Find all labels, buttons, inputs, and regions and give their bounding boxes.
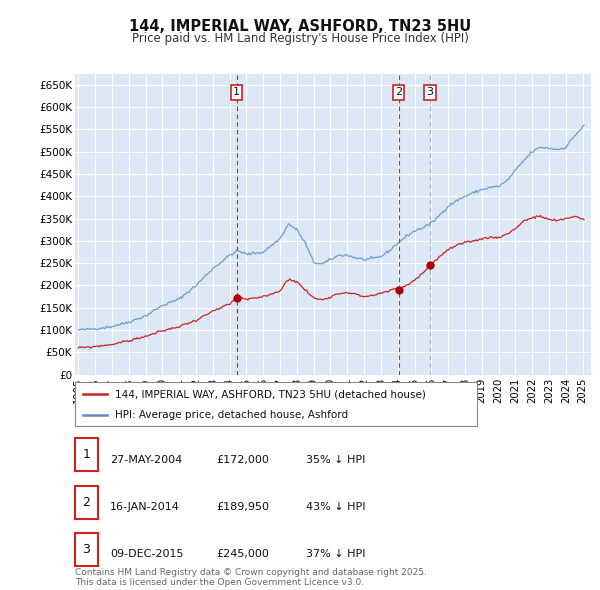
Text: 16-JAN-2014: 16-JAN-2014 [110, 502, 179, 512]
Text: 43% ↓ HPI: 43% ↓ HPI [306, 502, 365, 512]
Text: HPI: Average price, detached house, Ashford: HPI: Average price, detached house, Ashf… [115, 410, 349, 420]
Text: 2: 2 [395, 87, 402, 97]
Text: 09-DEC-2015: 09-DEC-2015 [110, 549, 184, 559]
Text: 37% ↓ HPI: 37% ↓ HPI [306, 549, 365, 559]
Text: 1: 1 [233, 87, 240, 97]
Text: 144, IMPERIAL WAY, ASHFORD, TN23 5HU (detached house): 144, IMPERIAL WAY, ASHFORD, TN23 5HU (de… [115, 389, 426, 399]
Text: 3: 3 [427, 87, 433, 97]
Text: 27-MAY-2004: 27-MAY-2004 [110, 455, 182, 465]
Text: £172,000: £172,000 [216, 455, 269, 465]
Text: Price paid vs. HM Land Registry's House Price Index (HPI): Price paid vs. HM Land Registry's House … [131, 32, 469, 45]
Text: This data is licensed under the Open Government Licence v3.0.: This data is licensed under the Open Gov… [75, 578, 364, 587]
Text: 1: 1 [82, 448, 91, 461]
Text: 35% ↓ HPI: 35% ↓ HPI [306, 455, 365, 465]
Text: 2: 2 [82, 496, 91, 509]
Text: £189,950: £189,950 [216, 502, 269, 512]
Text: 3: 3 [82, 543, 91, 556]
Text: 144, IMPERIAL WAY, ASHFORD, TN23 5HU: 144, IMPERIAL WAY, ASHFORD, TN23 5HU [129, 19, 471, 34]
Text: Contains HM Land Registry data © Crown copyright and database right 2025.: Contains HM Land Registry data © Crown c… [75, 568, 427, 577]
Text: £245,000: £245,000 [216, 549, 269, 559]
